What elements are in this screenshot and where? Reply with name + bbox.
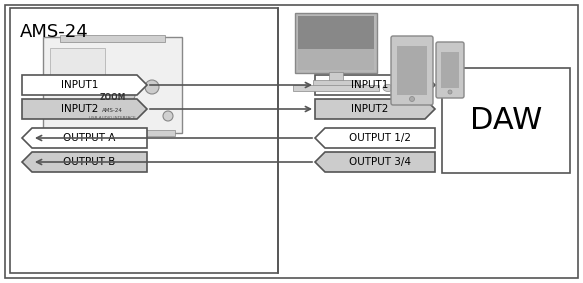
Text: OUTPUT 1/2: OUTPUT 1/2 [349, 133, 411, 143]
Circle shape [145, 80, 159, 94]
Polygon shape [22, 75, 147, 95]
Text: ZOOM: ZOOM [99, 93, 126, 102]
FancyBboxPatch shape [50, 48, 105, 76]
FancyBboxPatch shape [295, 13, 377, 73]
Circle shape [409, 97, 415, 102]
Polygon shape [22, 152, 147, 172]
Circle shape [163, 111, 173, 121]
FancyBboxPatch shape [60, 35, 165, 42]
Text: AMS-24: AMS-24 [20, 23, 89, 41]
FancyBboxPatch shape [397, 46, 427, 95]
Ellipse shape [383, 85, 393, 91]
Circle shape [121, 88, 135, 102]
Text: OUTPUT A: OUTPUT A [64, 133, 115, 143]
FancyBboxPatch shape [10, 8, 278, 273]
FancyBboxPatch shape [43, 37, 182, 133]
Circle shape [89, 78, 97, 87]
FancyBboxPatch shape [313, 80, 359, 86]
FancyBboxPatch shape [293, 85, 379, 91]
FancyBboxPatch shape [442, 68, 570, 173]
Circle shape [64, 78, 72, 87]
Polygon shape [22, 128, 147, 148]
Polygon shape [315, 128, 435, 148]
Text: USB AUDIO INTERFACE: USB AUDIO INTERFACE [89, 116, 136, 120]
Polygon shape [315, 99, 435, 119]
Text: DAW: DAW [470, 106, 542, 135]
FancyBboxPatch shape [298, 16, 374, 49]
FancyBboxPatch shape [391, 36, 433, 105]
Text: AMS-24: AMS-24 [102, 108, 123, 113]
Text: INPUT1: INPUT1 [352, 80, 389, 90]
Text: INPUT2: INPUT2 [352, 104, 389, 114]
FancyBboxPatch shape [436, 42, 464, 98]
FancyBboxPatch shape [50, 130, 175, 136]
Text: OUTPUT 3/4: OUTPUT 3/4 [349, 157, 411, 167]
Circle shape [448, 90, 452, 94]
FancyBboxPatch shape [329, 72, 343, 81]
Text: INPUT1: INPUT1 [61, 80, 98, 90]
Polygon shape [22, 99, 147, 119]
Text: INPUT2: INPUT2 [61, 104, 98, 114]
Polygon shape [315, 152, 435, 172]
Polygon shape [315, 75, 435, 95]
FancyBboxPatch shape [5, 5, 578, 278]
FancyBboxPatch shape [298, 49, 374, 70]
Text: OUTPUT B: OUTPUT B [64, 157, 115, 167]
FancyBboxPatch shape [441, 52, 459, 88]
